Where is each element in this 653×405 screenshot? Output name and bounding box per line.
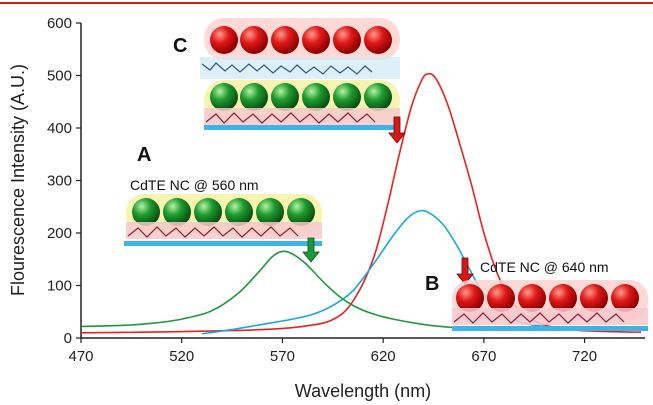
sphere-green xyxy=(256,198,284,226)
y-tick-label: 0 xyxy=(64,330,72,347)
y-tick-label: 500 xyxy=(47,68,72,85)
x-tick-label: 570 xyxy=(270,348,295,365)
sphere-red xyxy=(580,284,608,312)
sphere-red xyxy=(611,284,639,312)
inset-b-substrate xyxy=(452,326,648,331)
sphere-red xyxy=(456,284,484,312)
inset-c-green-spheres xyxy=(210,83,392,111)
sphere-red xyxy=(549,284,577,312)
y-tick-label: 600 xyxy=(47,15,72,32)
inset-c-polymer-strands xyxy=(205,112,376,124)
sphere-green xyxy=(240,83,268,111)
inset-b-arrow xyxy=(456,257,474,285)
sphere-red xyxy=(333,26,361,54)
inset-a-polymer-strands xyxy=(127,226,299,238)
inset-b-label: B xyxy=(425,273,439,295)
x-tick-label: 520 xyxy=(169,348,194,365)
inset-a-polymer-layer xyxy=(126,222,322,239)
inset-b-polymer-layer xyxy=(452,308,648,325)
inset-a-spheres xyxy=(132,198,315,226)
inset-a-substrate xyxy=(124,241,322,246)
x-axis-title: Wavelength (nm) xyxy=(295,381,431,401)
x-tick-label: 620 xyxy=(371,348,396,365)
y-tick-label: 400 xyxy=(47,120,72,137)
inset-c: C xyxy=(173,18,406,144)
inset-b: CdTE NC @ 640 nm B xyxy=(425,257,648,331)
sphere-green xyxy=(163,198,191,226)
sphere-green xyxy=(333,83,361,111)
sphere-green xyxy=(210,83,238,111)
inset-a-caption: CdTE NC @ 560 nm xyxy=(130,177,259,193)
sphere-green xyxy=(132,198,160,226)
y-axis-title: Flourescence Intensity (A.U.) xyxy=(8,64,28,296)
sphere-red xyxy=(302,26,330,54)
y-tick-label: 300 xyxy=(47,173,72,190)
inset-b-caption: CdTE NC @ 640 nm xyxy=(480,259,609,275)
x-ticks: 470 520 570 620 670 720 xyxy=(68,338,597,365)
sphere-red xyxy=(271,26,299,54)
sphere-red xyxy=(240,26,268,54)
inset-b-polymer-strands xyxy=(453,312,625,324)
inset-c-label: C xyxy=(173,35,187,57)
inset-a-arrow xyxy=(302,237,320,263)
x-tick-label: 470 xyxy=(68,348,93,365)
inset-c-polymer-layer xyxy=(204,108,400,125)
inset-a: A CdTE NC @ 560 nm xyxy=(124,144,322,263)
x-tick-label: 720 xyxy=(572,348,597,365)
inset-c-linker-strands xyxy=(201,62,373,75)
sphere-green xyxy=(364,83,392,111)
y-tick-label: 100 xyxy=(47,278,72,295)
sphere-red xyxy=(364,26,392,54)
sphere-red xyxy=(210,26,238,54)
sphere-green xyxy=(271,83,299,111)
sphere-green xyxy=(302,83,330,111)
inset-c-red-spheres xyxy=(210,26,392,54)
inset-c-substrate xyxy=(204,125,400,130)
y-ticks: 0 100 200 300 400 500 600 xyxy=(47,15,81,347)
inset-c-arrow xyxy=(388,116,406,144)
y-tick-label: 200 xyxy=(47,225,72,242)
inset-a-label: A xyxy=(137,144,151,166)
x-tick-label: 670 xyxy=(471,348,496,365)
sphere-green xyxy=(225,198,253,226)
sphere-green xyxy=(287,198,315,226)
sphere-red xyxy=(487,284,515,312)
sphere-green xyxy=(194,198,222,226)
inset-b-spheres xyxy=(456,284,639,312)
sphere-red xyxy=(518,284,546,312)
